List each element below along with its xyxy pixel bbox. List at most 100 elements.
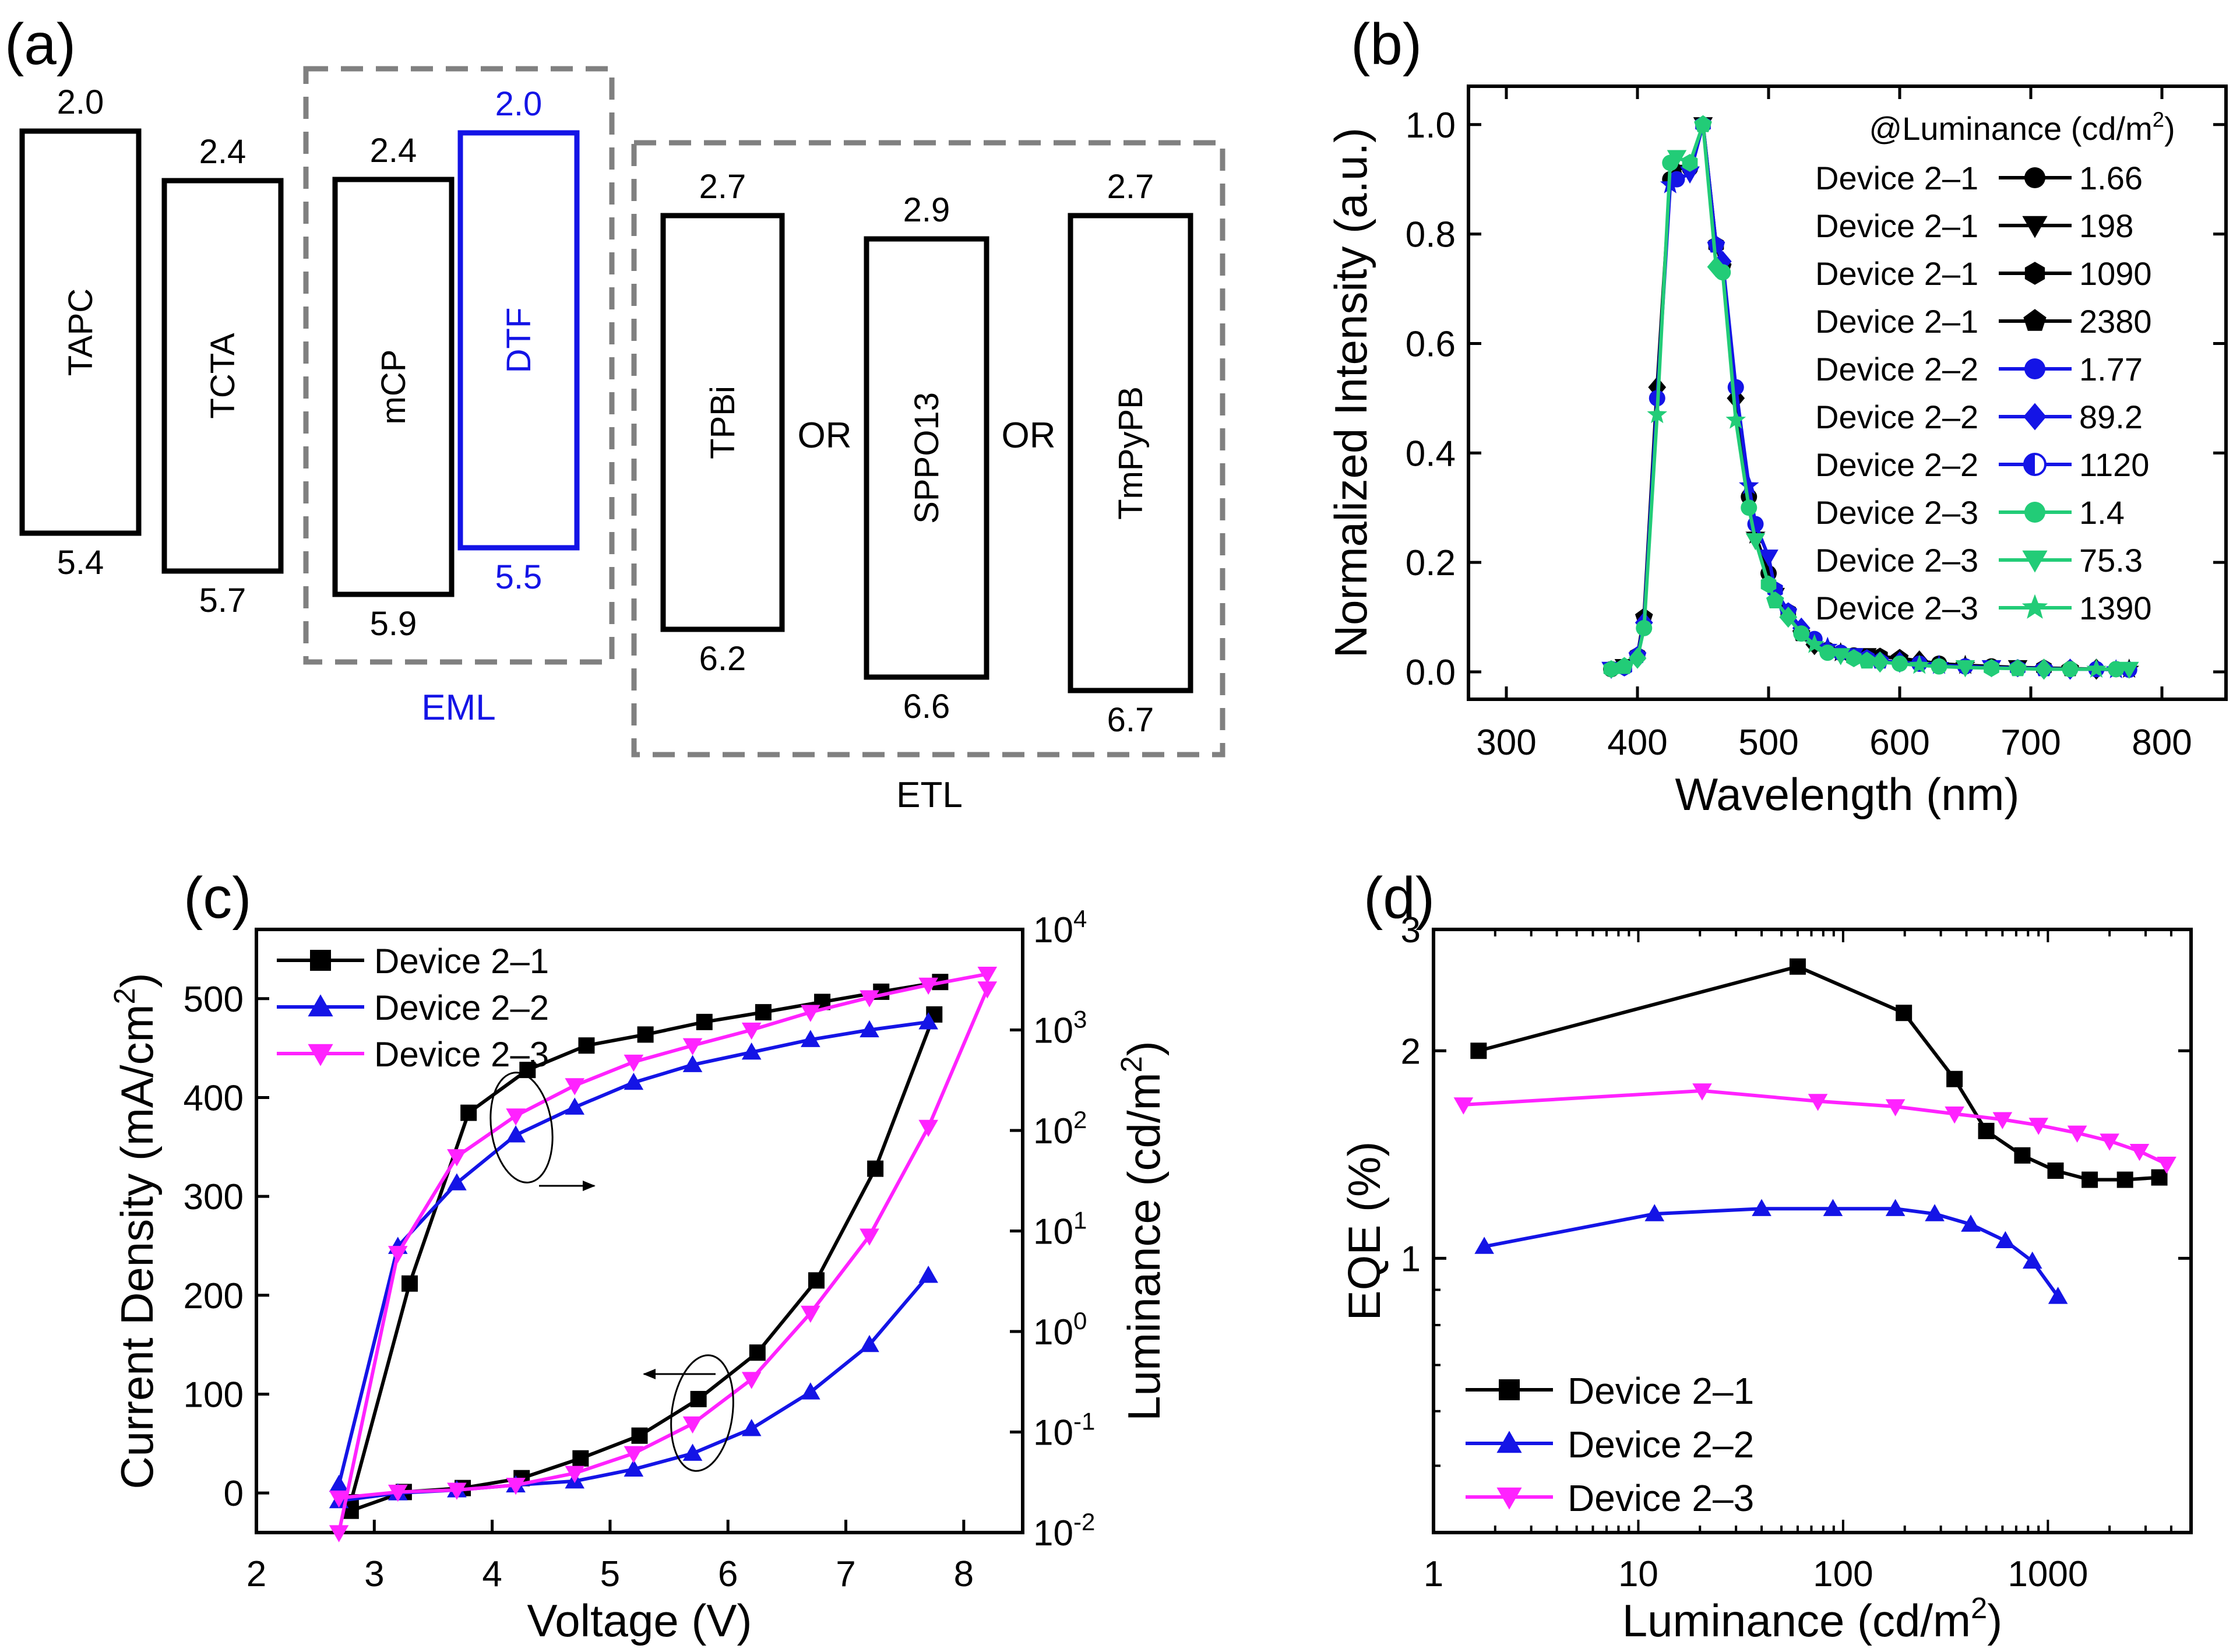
b-point [1714,264,1731,281]
etl-group-box [631,140,1225,758]
b-point [2108,661,2125,678]
b-point [1766,591,1784,608]
b-point [2062,661,2079,678]
c-legend-marker [308,994,333,1017]
b-ytick-label: 0.0 [1406,653,1456,693]
b-ytick-label: 1.0 [1406,105,1456,146]
b-legend-marker [2021,594,2048,619]
d-point [1961,1214,1981,1232]
c-ytick-label: 0 [224,1474,244,1514]
c-annotation-arrowhead-left [643,1369,656,1379]
or-label-1: OR [798,415,852,456]
b-point [1745,533,1766,551]
d-series-line-1 [1478,964,2160,1182]
homo-sppo13: 6.6 [903,688,950,725]
c-xtick-label: 3 [364,1554,384,1594]
panel-d-label: (d) [1364,865,1435,931]
lumo-tmpypb: 2.7 [1107,168,1154,206]
d-point [1470,1042,1487,1059]
c-luminance-point [801,1030,820,1047]
el-spectra-chart: 300 400 500 600 700 800 0.0 0.2 0.4 0.6 0.8 1.0 Wave… [1325,84,2228,820]
c-ytick-right-label: 101 [1033,1207,1087,1252]
layer-box-sppo13 [864,236,989,680]
jvl-chart: 2 3 4 5 6 7 8 0 100 200 300 400 500 10-2 10-1 100 101 102… [108,905,1170,1646]
c-ytick-label: 100 [184,1375,244,1415]
b-legend-marker [2023,403,2047,431]
c-luminance-point [460,1104,477,1121]
d-point [1823,1199,1843,1216]
c-annotation-arrowhead-right [583,1181,596,1191]
d-legend-marker [1496,1431,1522,1453]
b-legend-value: 89.2 [2079,399,2143,435]
d-point [1752,1199,1771,1216]
c-xtick-label: 4 [482,1554,502,1594]
b-xtick-label: 300 [1476,723,1536,763]
c-legend-marker [310,950,331,971]
d-point [1644,1204,1665,1221]
c-luminance-point [696,1013,713,1030]
lumo-dtf: 2.0 [495,85,543,123]
d-legend-marker [1496,1487,1522,1510]
b-ytick-label: 0.8 [1406,215,1456,255]
b-point [2035,658,2053,680]
b-point [1759,550,1778,567]
c-current-point [624,1459,644,1477]
b-legend-marker-half [2024,454,2035,475]
d-point [2022,1251,2042,1269]
c-legend-label: Device 2–2 [374,988,549,1027]
d-ylabel: EQE (%) [1339,1142,1390,1321]
b-legend-marker [2023,309,2047,331]
d-xtick-label: 1000 [2007,1554,2088,1594]
c-current-point [388,1484,408,1502]
c-current-point [860,1228,879,1246]
c-current-point [741,1372,762,1389]
c-luminance-point [637,1026,654,1043]
panel-b-label: (b) [1351,12,1422,77]
b-point [1615,657,1633,674]
b-ytick-label: 0.2 [1406,543,1456,583]
d-point [2157,1157,2176,1174]
c-xtick-label: 5 [600,1554,620,1594]
b-series-line-2 [1611,124,2129,672]
b-legend-device: Device 2–1 [1815,303,1978,340]
layer-box-tapc [19,128,142,536]
c-luminance-point [860,1020,879,1038]
d-point [2151,1169,2168,1186]
c-luminance-point [624,1054,644,1072]
layer-name-mcp: mCP [375,350,413,425]
d-point [1692,1083,1712,1101]
b-point [1667,150,1687,167]
c-ytick-right-label: 10-2 [1033,1508,1095,1554]
c-luminance-point [741,1022,762,1040]
b-xtick-label: 800 [2132,723,2192,763]
c-xtick-label: 8 [954,1554,974,1594]
etl-label: ETL [896,775,963,815]
c-current-point [741,1419,762,1436]
panel-a-label: (a) [5,12,76,77]
c-luminance-point [578,1037,595,1054]
b-point [1680,166,1700,184]
lumo-sppo13: 2.9 [903,191,950,229]
d-point [1978,1122,1995,1139]
lumo-tcta: 2.4 [199,133,246,171]
b-point [1931,658,1947,675]
homo-mcp: 5.9 [370,605,417,643]
b-xtick-label: 600 [1869,723,1929,763]
d-xtick-label: 10 [1618,1554,1658,1594]
c-current-point [329,1491,349,1508]
c-ylabel: Current Density (mA/cm2) [108,973,163,1489]
c-current-point [506,1477,526,1495]
b-legend-marker [2023,453,2047,476]
b-point [1725,409,1746,429]
b-series-line-1 [1611,124,2129,671]
b-point [1984,659,1999,677]
homo-tmpypb: 6.7 [1107,701,1154,739]
b-xlabel: Wavelength (nm) [1675,769,2020,820]
layer-name-tpbi: TPBi [704,386,742,459]
d-point [2028,1118,2049,1135]
c-luminance-point [860,990,879,1008]
layer-name-tmpypb: TmPyPB [1112,386,1150,520]
c-luminance-line-3 [337,972,988,1533]
c-luminance-line-2 [337,1020,929,1485]
